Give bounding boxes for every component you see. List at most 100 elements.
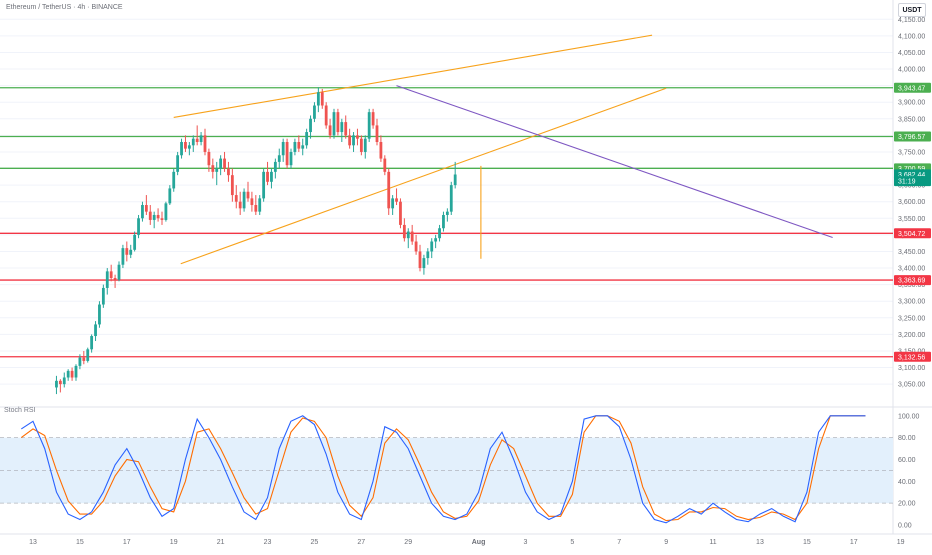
candle-body bbox=[285, 141, 289, 166]
candle-body bbox=[391, 198, 395, 209]
candle-body bbox=[148, 211, 152, 220]
candle-body bbox=[258, 198, 262, 212]
time-tick-label: 23 bbox=[264, 539, 272, 546]
price-tick-label: 3,050.00 bbox=[898, 382, 925, 389]
candle-body bbox=[172, 171, 176, 189]
candle-body bbox=[344, 122, 348, 136]
candle-body bbox=[438, 228, 441, 239]
candle-body bbox=[316, 92, 320, 106]
oscillator-label[interactable]: Stoch RSI bbox=[4, 407, 36, 414]
candle-body bbox=[387, 171, 391, 209]
time-tick-label: 21 bbox=[217, 539, 225, 546]
candle-body bbox=[144, 205, 148, 212]
price-tick-label: 3,750.00 bbox=[898, 149, 925, 156]
grid bbox=[0, 0, 932, 535]
time-tick-label: 11 bbox=[709, 539, 716, 546]
candle-body bbox=[168, 188, 172, 204]
time-axis[interactable]: 13 15 17 19 21 23 25 27 29 Aug 3 5 7 9 11 13 15 17 19 bbox=[29, 539, 905, 546]
price-tick-label: 3,250.00 bbox=[898, 315, 925, 322]
candle-body bbox=[137, 218, 140, 235]
candle-body bbox=[113, 277, 117, 280]
candle-body bbox=[348, 135, 352, 146]
candle-body bbox=[180, 141, 183, 156]
candle-body bbox=[234, 195, 238, 202]
candle-body bbox=[336, 112, 340, 133]
currency-button[interactable]: USDT bbox=[898, 3, 926, 17]
candle-body bbox=[82, 357, 86, 361]
candle-body bbox=[62, 377, 66, 385]
candle-body bbox=[442, 214, 445, 229]
candle-body bbox=[332, 112, 336, 136]
time-tick-label: Aug bbox=[472, 539, 486, 546]
price-label-text: 3,363.69 bbox=[898, 278, 925, 285]
candle-body bbox=[195, 138, 199, 142]
price-label-box bbox=[894, 351, 931, 362]
candle-body bbox=[281, 141, 285, 156]
horizontal-levels[interactable] bbox=[0, 87, 893, 358]
candle-body bbox=[422, 258, 426, 269]
candle-body bbox=[426, 251, 430, 259]
trendline bbox=[396, 85, 833, 239]
osc-tick-label: 100.00 bbox=[898, 413, 920, 420]
candle-body bbox=[309, 118, 312, 133]
osc-tick-label: 80.00 bbox=[898, 435, 916, 442]
candle-body bbox=[379, 141, 383, 159]
price-label-box bbox=[894, 275, 931, 286]
candle-body bbox=[117, 264, 121, 280]
trendlines[interactable] bbox=[173, 34, 833, 265]
candle-body bbox=[230, 175, 234, 196]
time-tick-label: 15 bbox=[76, 539, 84, 546]
candle-body bbox=[219, 158, 223, 169]
candle-body bbox=[402, 224, 406, 239]
price-label-text: 31:19 bbox=[898, 179, 916, 186]
candle-body bbox=[101, 287, 105, 305]
time-tick-label: 9 bbox=[664, 539, 668, 546]
price-label-box bbox=[894, 131, 931, 142]
stoch-rsi-lines bbox=[20, 415, 866, 524]
osc-tick-label: 60.00 bbox=[898, 457, 916, 464]
candle-body bbox=[340, 122, 344, 133]
candle-body bbox=[90, 336, 94, 350]
stoch-k-line bbox=[21, 415, 866, 524]
price-axis[interactable]: 4,150.004,100.004,050.004,000.003,950.00… bbox=[898, 17, 925, 530]
time-tick-label: 27 bbox=[357, 539, 365, 546]
candle-body bbox=[184, 141, 187, 149]
time-tick-label: 19 bbox=[170, 539, 178, 546]
time-tick-label: 3 bbox=[523, 539, 527, 546]
candle-body bbox=[246, 191, 250, 199]
candle-body bbox=[199, 135, 203, 142]
candle-body bbox=[367, 112, 371, 139]
candle-body bbox=[242, 191, 246, 209]
osc-tick-label: 20.00 bbox=[898, 501, 916, 508]
time-tick-label: 17 bbox=[850, 539, 858, 546]
candle-body bbox=[414, 241, 418, 252]
candle-body bbox=[152, 214, 156, 220]
candle-body bbox=[270, 171, 273, 182]
candle-body bbox=[129, 249, 133, 255]
time-tick-label: 5 bbox=[570, 539, 574, 546]
price-label-text: 3,796.57 bbox=[898, 134, 925, 141]
candle-body bbox=[238, 201, 242, 209]
candle-body bbox=[133, 234, 137, 250]
candle-body bbox=[86, 349, 90, 361]
candle-body bbox=[297, 141, 301, 149]
time-tick-label: 17 bbox=[123, 539, 131, 546]
candle-body bbox=[399, 201, 402, 225]
candle-body bbox=[266, 171, 269, 182]
candle-body bbox=[375, 125, 379, 142]
candle-body bbox=[98, 304, 101, 325]
candle-body bbox=[301, 145, 305, 149]
price-tick-label: 3,350.00 bbox=[898, 282, 925, 289]
candle-body bbox=[187, 145, 191, 149]
candle-body bbox=[211, 165, 215, 172]
candle-body bbox=[328, 125, 332, 136]
symbol-title[interactable]: Ethereum / TetherUS · 4h · BINANCE bbox=[6, 4, 123, 11]
candle-body bbox=[356, 135, 359, 139]
candle-body bbox=[371, 112, 375, 126]
candle-body bbox=[363, 138, 367, 152]
price-label-text: 3,943.47 bbox=[898, 85, 925, 92]
candle-body bbox=[395, 198, 398, 202]
